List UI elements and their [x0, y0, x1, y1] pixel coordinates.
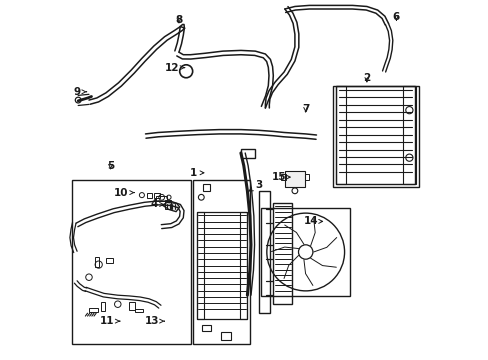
Bar — [197, 212, 247, 319]
Bar — [106, 258, 113, 263]
Bar — [156, 196, 167, 201]
Text: 13: 13 — [144, 316, 164, 326]
Bar — [95, 257, 99, 267]
Bar — [193, 180, 250, 344]
Bar — [261, 208, 349, 296]
Bar — [241, 149, 255, 158]
Bar — [240, 212, 247, 319]
Bar — [153, 193, 159, 198]
Bar — [284, 171, 304, 187]
Text: 14: 14 — [303, 216, 322, 226]
Bar — [129, 302, 134, 310]
Bar — [335, 86, 415, 184]
Text: 5: 5 — [107, 161, 114, 171]
Text: 2: 2 — [363, 73, 370, 84]
Text: 10: 10 — [114, 188, 134, 198]
Bar — [281, 174, 285, 180]
Text: 4: 4 — [150, 199, 163, 210]
Text: 12: 12 — [164, 63, 184, 73]
Bar — [101, 302, 104, 311]
Bar — [134, 309, 142, 312]
Text: 7: 7 — [302, 104, 309, 114]
Bar — [402, 86, 415, 184]
Bar — [273, 203, 291, 304]
Text: 6: 6 — [392, 12, 399, 22]
Bar — [72, 180, 191, 344]
Bar — [203, 184, 210, 191]
Bar — [305, 174, 309, 180]
Bar — [89, 308, 98, 312]
Bar — [258, 191, 269, 313]
Text: 3: 3 — [248, 180, 262, 191]
Bar — [164, 200, 171, 209]
Text: 1: 1 — [189, 168, 203, 178]
Text: 15: 15 — [271, 172, 289, 182]
Bar — [335, 86, 346, 184]
Bar — [197, 212, 204, 319]
Text: 9: 9 — [74, 87, 86, 97]
Bar — [332, 86, 418, 187]
Bar — [221, 332, 231, 340]
Text: 8: 8 — [175, 15, 182, 25]
Polygon shape — [162, 202, 179, 212]
Bar — [202, 325, 211, 331]
Text: 11: 11 — [100, 316, 120, 326]
Bar — [146, 193, 152, 198]
